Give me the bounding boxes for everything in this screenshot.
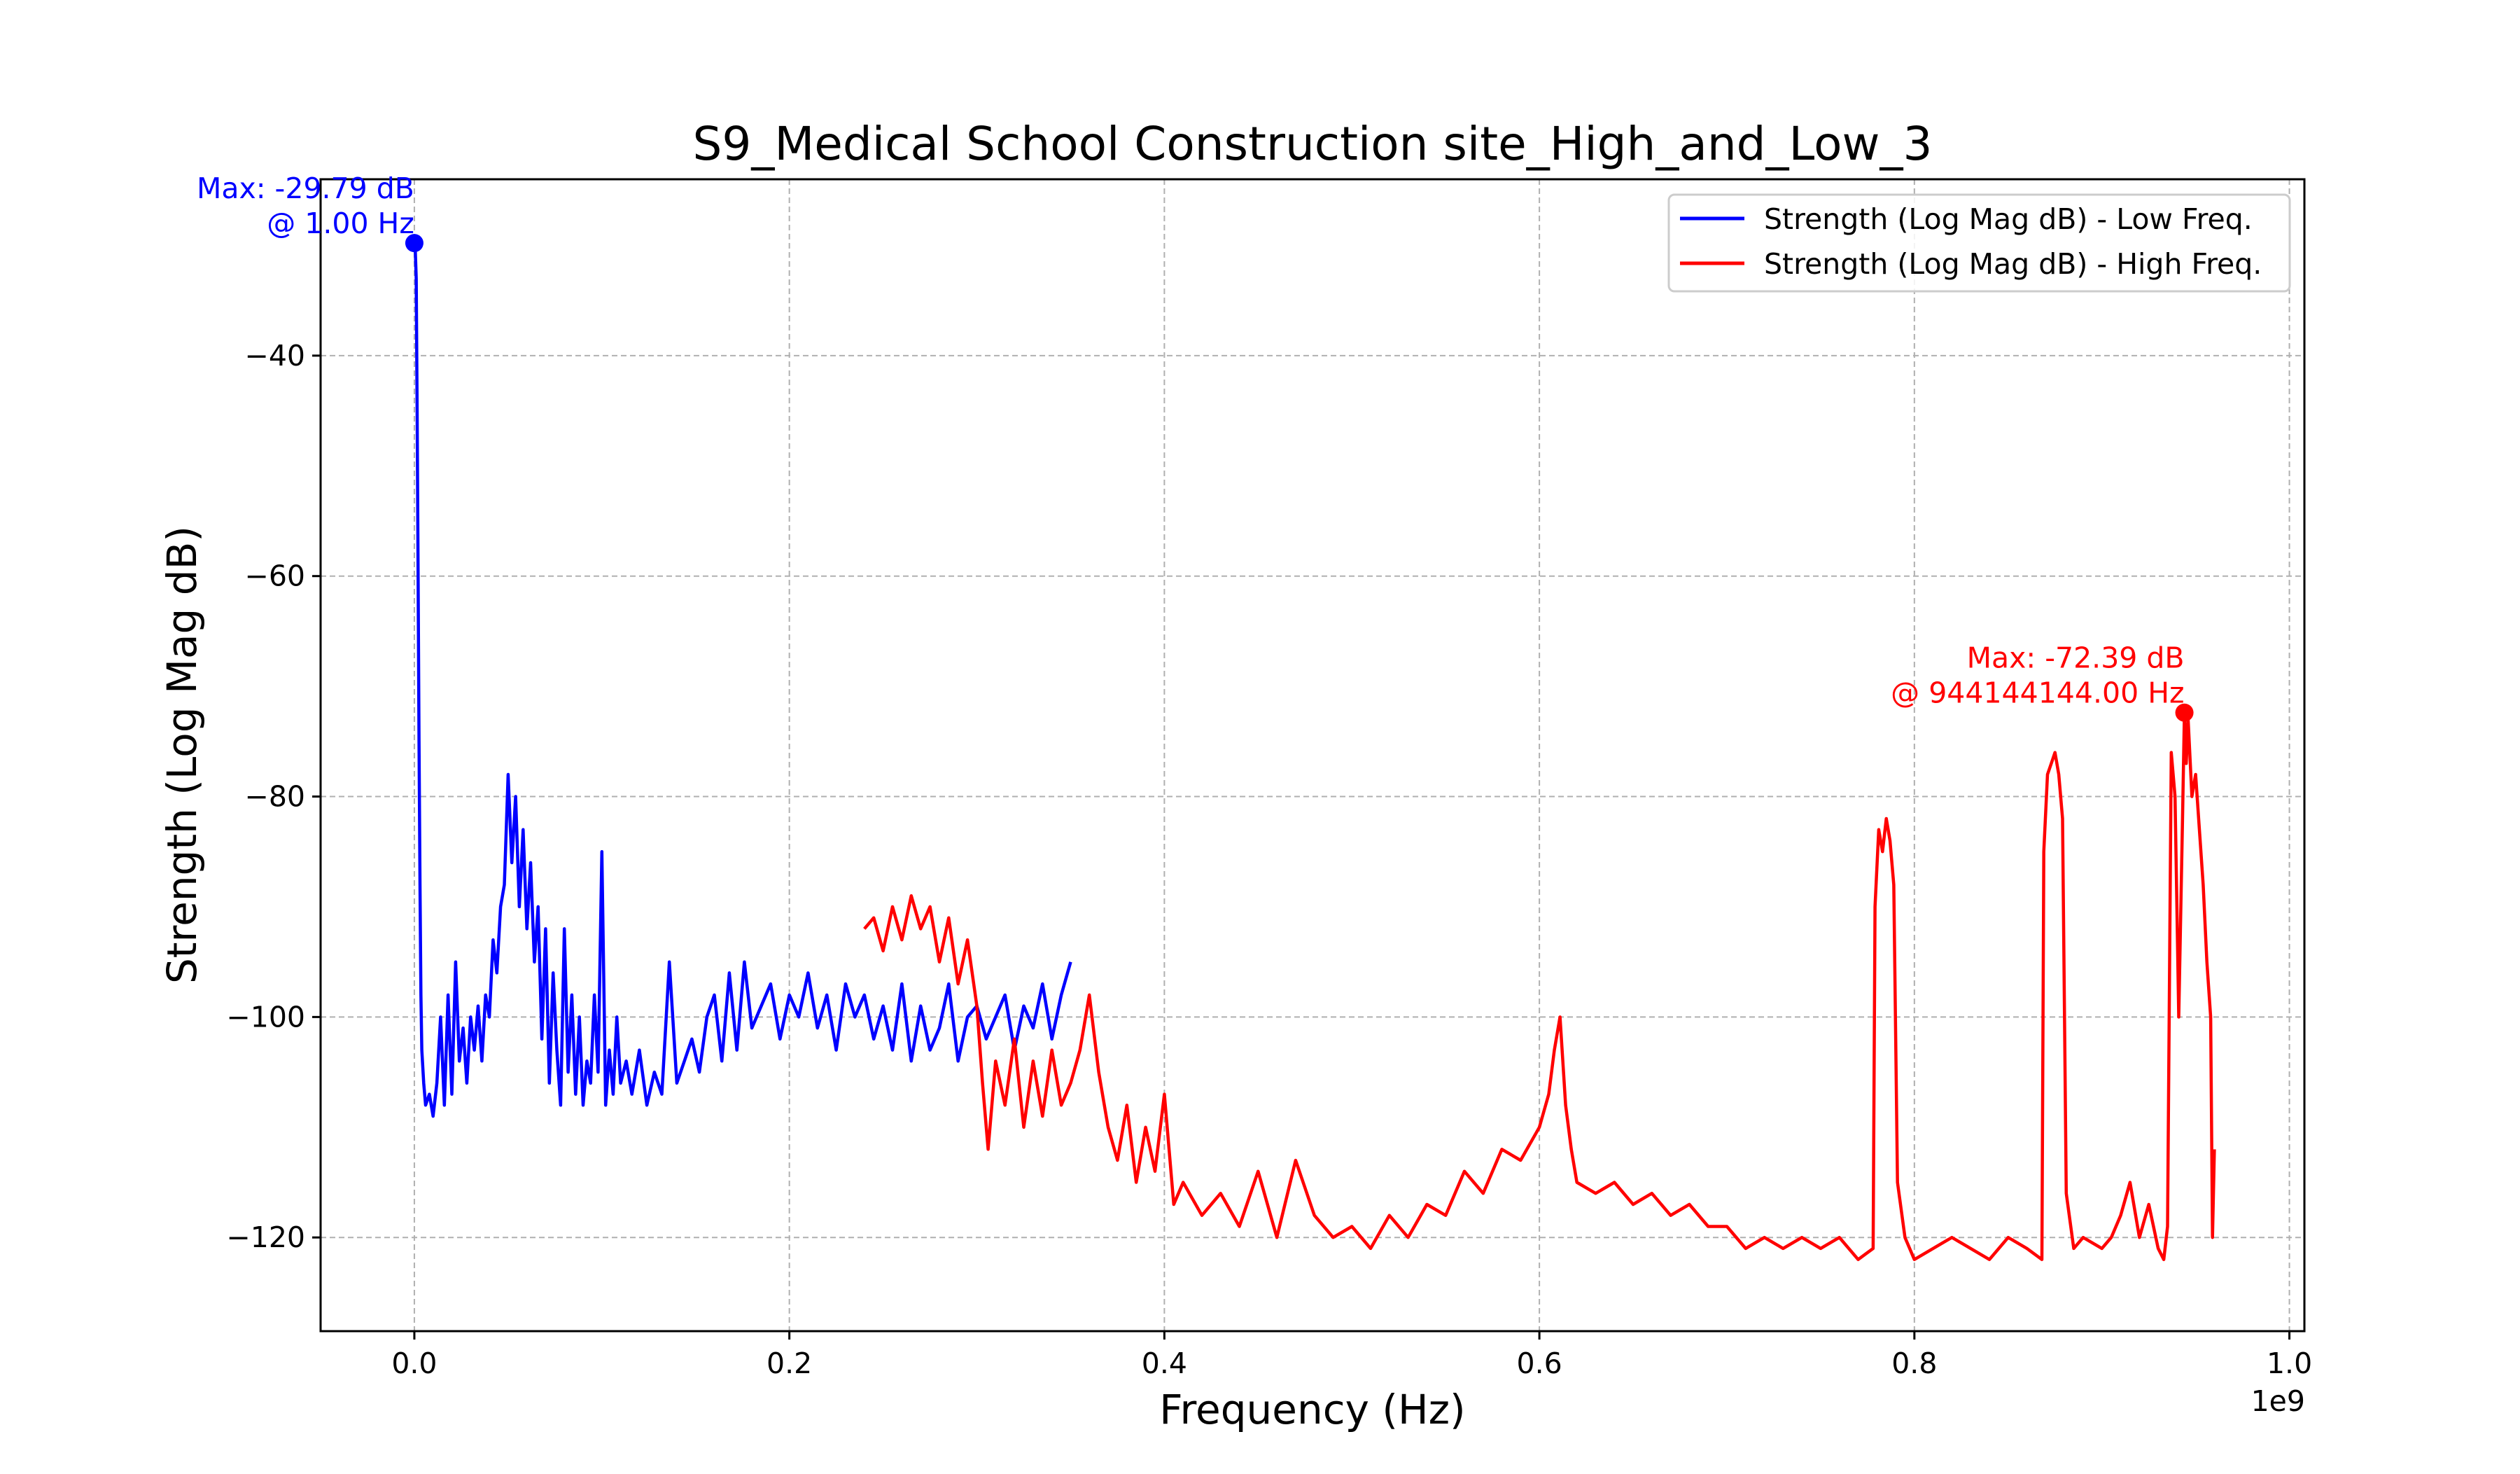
max-annotation-line2-1: @ 944144144.00 Hz	[1891, 676, 2184, 710]
x-tick-label: 0.8	[1891, 1347, 1937, 1380]
x-tick-label: 0.0	[391, 1347, 437, 1380]
legend-label-low: Strength (Log Mag dB) - Low Freq.	[1764, 202, 2253, 236]
annotations: Max: -29.79 dB@ 1.00 Hz Max: -72.39 dB@ 9…	[197, 172, 2194, 722]
legend: Strength (Log Mag dB) - Low Freq. Streng…	[1667, 193, 2291, 293]
series-line-low-freq	[412, 242, 1072, 1118]
y-axis-ticks: −40 −60 −80 −100 −120	[226, 339, 321, 1254]
x-tick-label: 0.4	[1142, 1347, 1187, 1380]
max-annotation-line1-1: Max: -72.39 dB	[1967, 641, 2185, 675]
x-axis-ticks: 0.0 0.2 0.4 0.6 0.8 1.0	[391, 1331, 2312, 1380]
y-tick-label: −60	[244, 559, 305, 593]
series-line-high-freq	[863, 711, 2216, 1261]
max-annotation-line2-0: @ 1.00 Hz	[267, 207, 414, 240]
max-marker-1	[2175, 703, 2194, 722]
x-axis-offset-label: 1e9	[2251, 1384, 2305, 1418]
chart-title: S9_Medical School Construction site_High…	[692, 117, 1932, 171]
grid	[321, 179, 2304, 1331]
y-tick-label: −100	[226, 1000, 305, 1034]
max-marker-0	[405, 234, 424, 253]
series-layer	[412, 242, 2216, 1261]
y-tick-label: −120	[226, 1221, 305, 1254]
legend-label-high: Strength (Log Mag dB) - High Freq.	[1764, 247, 2262, 281]
x-tick-label: 0.2	[766, 1347, 812, 1380]
y-tick-label: −80	[244, 780, 305, 814]
x-tick-label: 0.6	[1517, 1347, 1562, 1380]
legend-box	[1667, 193, 2291, 293]
plot-frame	[319, 178, 2306, 1333]
y-tick-label: −40	[244, 339, 305, 373]
x-axis-label: Frequency (Hz)	[1159, 1386, 1465, 1433]
max-annotation-line1-0: Max: -29.79 dB	[197, 172, 414, 205]
x-tick-label: 1.0	[2267, 1347, 2312, 1380]
y-axis-label: Strength (Log Mag dB)	[158, 526, 206, 984]
